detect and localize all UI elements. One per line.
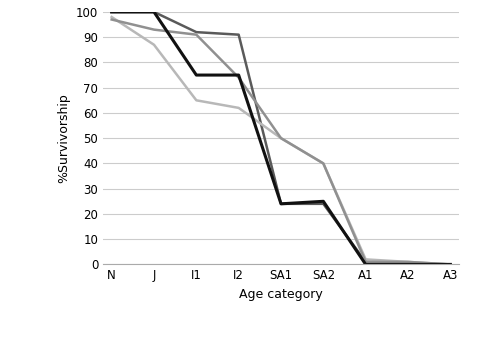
X-axis label: Age category: Age category	[239, 288, 323, 301]
Y-axis label: %Survivorship: %Survivorship	[58, 93, 70, 183]
